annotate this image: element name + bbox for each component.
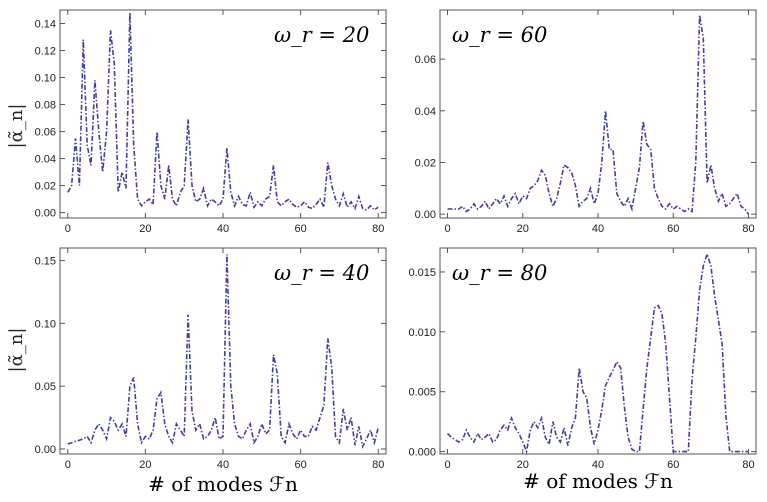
x-tick-label: 0 bbox=[444, 223, 450, 235]
series-line bbox=[446, 251, 749, 455]
y-tick-label: 0.02 bbox=[415, 157, 436, 169]
y-axis: 0.000 0.005 0.010 0.015 bbox=[408, 267, 756, 459]
y-tick-label: 0.06 bbox=[415, 54, 436, 66]
y-tick-label: 0.000 bbox=[408, 447, 436, 459]
x-tick-label: 0 bbox=[65, 459, 71, 471]
series-line bbox=[447, 15, 750, 215]
x-axis: 0 20 40 60 80 bbox=[444, 248, 755, 471]
x-tick-label: 80 bbox=[372, 223, 384, 235]
y-tick-label: 0.04 bbox=[415, 106, 436, 118]
x-tick-label: 0 bbox=[444, 459, 450, 471]
y-tick-label: 0.08 bbox=[35, 100, 56, 112]
y-tick-label: 0.02 bbox=[35, 181, 56, 193]
y-tick-label: 0.05 bbox=[35, 381, 56, 393]
y-tick-label: 0.10 bbox=[35, 73, 56, 85]
y-axis: 0.00 0.02 0.04 0.06 0.08 0.10 0.12 0.14 bbox=[35, 19, 386, 220]
x-tick-label: 80 bbox=[742, 459, 754, 471]
y-tick-label: 0.15 bbox=[35, 256, 56, 268]
x-tick-label: 0 bbox=[65, 223, 71, 235]
x-tick-label: 20 bbox=[517, 223, 529, 235]
x-axis: 0 20 40 60 80 bbox=[65, 10, 384, 235]
x-tick-label: 20 bbox=[139, 223, 151, 235]
data-series bbox=[67, 254, 379, 449]
panel-title: ω_r = 40 bbox=[274, 261, 369, 285]
y-tick-label: 0.12 bbox=[35, 46, 56, 58]
data-series bbox=[446, 251, 749, 455]
panel-omega-40: ω_r = 40 0.00 0.05 0.10 0.15 0 20 40 60 80 bbox=[35, 247, 387, 471]
x-tick-label: 40 bbox=[592, 223, 604, 235]
y-tick-label: 0.00 bbox=[35, 208, 56, 220]
x-tick-label: 40 bbox=[592, 459, 604, 471]
panel-omega-20: ω_r = 20 0.00 0.02 0.04 0.06 0.08 0.10 0.12 0.1… bbox=[35, 9, 387, 235]
y-tick-label: 0.010 bbox=[408, 327, 436, 339]
x-tick-label: 80 bbox=[742, 223, 754, 235]
data-series bbox=[67, 12, 379, 211]
panel-title: ω_r = 20 bbox=[274, 23, 369, 47]
x-tick-label: 60 bbox=[667, 223, 679, 235]
y-tick-label: 0.015 bbox=[408, 267, 436, 279]
panel-omega-60: ω_r = 60 0.00 0.02 0.04 0.06 0 20 40 60 80 bbox=[415, 9, 757, 235]
series-line bbox=[67, 254, 379, 449]
x-tick-label: 40 bbox=[217, 459, 229, 471]
panel-title: ω_r = 60 bbox=[452, 23, 547, 47]
y-tick-label: 0.00 bbox=[35, 444, 56, 456]
y-tick-label: 0.06 bbox=[35, 127, 56, 139]
x-tick-label: 60 bbox=[294, 459, 306, 471]
y-tick-label: 0.005 bbox=[408, 387, 436, 399]
y-axis-label-bottom: |α̃_n| bbox=[6, 328, 27, 373]
x-tick-label: 60 bbox=[294, 223, 306, 235]
x-tick-label: 40 bbox=[217, 223, 229, 235]
y-tick-label: 0.00 bbox=[415, 209, 436, 221]
y-tick-label: 0.14 bbox=[35, 19, 56, 31]
x-axis: 0 20 40 60 80 bbox=[444, 10, 755, 235]
y-axis: 0.00 0.05 0.10 0.15 bbox=[35, 256, 386, 456]
y-tick-label: 0.04 bbox=[35, 154, 56, 166]
y-tick-label: 0.10 bbox=[35, 318, 56, 330]
panel-omega-80: ω_r = 80 0.000 0.005 0.010 0.015 0 20 40 60 80 bbox=[408, 247, 757, 471]
panel-title: ω_r = 80 bbox=[452, 261, 547, 285]
series-line bbox=[67, 12, 379, 211]
x-tick-label: 20 bbox=[139, 459, 151, 471]
x-axis-label-right: # of modes ℱn bbox=[523, 469, 673, 493]
x-axis: 0 20 40 60 80 bbox=[65, 248, 384, 471]
x-tick-label: 20 bbox=[517, 459, 529, 471]
x-tick-label: 60 bbox=[667, 459, 679, 471]
y-axis: 0.00 0.02 0.04 0.06 bbox=[415, 54, 756, 221]
data-series bbox=[447, 15, 750, 215]
x-tick-label: 80 bbox=[372, 459, 384, 471]
x-axis-label-left: # of modes ℱn bbox=[148, 472, 298, 496]
y-axis-label-top: |α̃_n| bbox=[6, 104, 27, 149]
